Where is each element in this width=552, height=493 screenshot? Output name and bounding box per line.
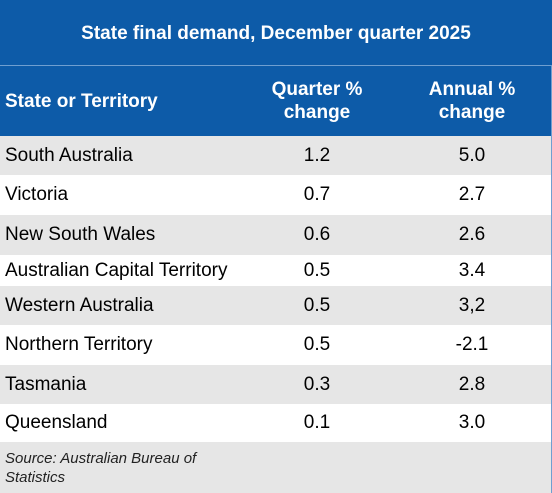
table-row: Australian Capital Territory 0.5 3.4 — [0, 255, 552, 286]
row-state-name: South Australia — [5, 144, 133, 166]
header-state-or-territory: State or Territory — [5, 91, 158, 112]
row-annual-value: 3,2 — [458, 294, 486, 316]
table-title: State final demand, December quarter 202… — [0, 0, 552, 66]
table-row: Western Australia 0.5 3,2 — [0, 286, 552, 325]
header-quarter-change: Quarter % change — [262, 78, 372, 124]
table-header-row: State or Territory Quarter % change Annu… — [0, 66, 552, 136]
row-annual-value: 3.0 — [458, 412, 486, 433]
header-annual-line2: change — [438, 102, 506, 123]
table-row: Queensland 0.1 3.0 — [0, 404, 552, 442]
row-quarter-value: 0.6 — [303, 224, 331, 245]
header-annual-line1: Annual % — [428, 79, 516, 100]
row-state-name: Victoria — [5, 184, 69, 205]
table-body: South Australia 1.2 5.0 Victoria 0.7 2.7… — [0, 136, 552, 442]
row-annual-value: 3.4 — [458, 259, 486, 281]
row-state-name: Tasmania — [5, 373, 87, 395]
row-quarter-value: 1.2 — [303, 144, 331, 166]
row-state-name: Western Australia — [5, 294, 154, 316]
row-annual-value: 5.0 — [458, 144, 486, 166]
table-row: New South Wales 0.6 2.6 — [0, 215, 552, 255]
header-quarter-line1: Quarter % — [271, 79, 363, 100]
source-text: Source: Australian Bureau of Statistics — [5, 450, 197, 486]
row-quarter-value: 0.5 — [303, 294, 331, 316]
row-state-name: Northern Territory — [5, 334, 153, 355]
row-annual-value: 2.7 — [458, 184, 486, 205]
header-annual-change: Annual % change — [372, 78, 552, 124]
row-annual-value: 2.6 — [458, 224, 486, 245]
row-annual-value: 2.8 — [458, 373, 486, 395]
row-quarter-value: 0.7 — [303, 184, 331, 205]
source-note: Source: Australian Bureau of Statistics — [0, 442, 552, 493]
row-quarter-value: 0.3 — [303, 373, 331, 395]
header-quarter-line2: change — [283, 102, 351, 123]
table-row: Victoria 0.7 2.7 — [0, 175, 552, 215]
row-quarter-value: 0.5 — [303, 334, 331, 355]
row-state-name: Queensland — [5, 412, 108, 433]
row-state-name: New South Wales — [5, 224, 156, 245]
table-row: Tasmania 0.3 2.8 — [0, 365, 552, 404]
table-row: South Australia 1.2 5.0 — [0, 136, 552, 175]
table-row: Northern Territory 0.5 -2.1 — [0, 325, 552, 365]
row-quarter-value: 0.5 — [303, 259, 331, 281]
row-state-name: Australian Capital Territory — [5, 259, 228, 281]
row-quarter-value: 0.1 — [303, 412, 331, 433]
row-annual-value: -2.1 — [455, 334, 489, 355]
